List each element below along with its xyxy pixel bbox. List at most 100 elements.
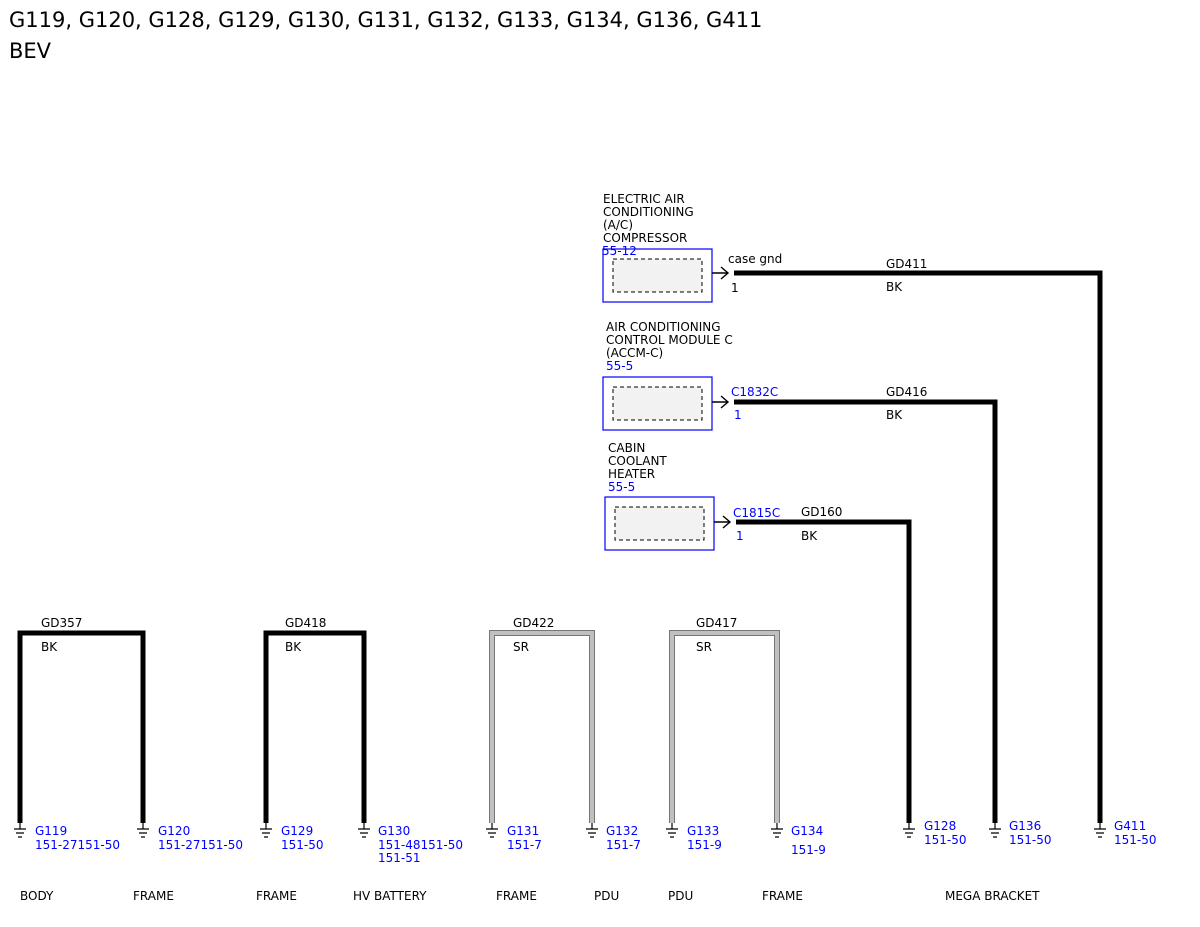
ground-g131: G131 151-7	[486, 823, 542, 852]
ground-icon	[137, 823, 149, 838]
connector-arrow-icon	[712, 266, 730, 280]
component-box[interactable]	[602, 376, 713, 431]
ground-g128: G128 151-50	[903, 819, 967, 847]
circuit-label: GD357	[41, 616, 82, 630]
ground-ref-link[interactable]: 151-7	[507, 838, 542, 852]
ground-id-link[interactable]: G128	[924, 819, 956, 833]
circuit-label: GD417	[696, 616, 737, 630]
wire-color-label: BK	[285, 640, 302, 654]
component-inner-box	[614, 506, 705, 541]
wire-color-label: SR	[513, 640, 529, 654]
component-ref-link[interactable]: 55-12	[602, 244, 637, 258]
ground-g130: G130 151-48151-50 151-51	[358, 823, 463, 865]
component-ref-link[interactable]: 55-5	[606, 359, 633, 373]
ground-id-link[interactable]: G119	[35, 824, 67, 838]
pin-number: 1	[734, 408, 742, 422]
component-name-line: CONDITIONING	[603, 205, 694, 219]
ground-id-link[interactable]: G130	[378, 824, 410, 838]
ground-g132: G132 151-7	[586, 823, 641, 852]
ground-id-link[interactable]: G411	[1114, 819, 1146, 833]
wire-gd357	[17, 630, 146, 823]
circuit-label: GD416	[886, 385, 927, 399]
ground-g134: G134 151-9	[771, 823, 826, 857]
ground-icon	[358, 823, 370, 838]
ground-id-link[interactable]: G133	[687, 824, 719, 838]
wire-gd418	[263, 630, 367, 823]
ground-icon	[771, 823, 783, 838]
component-box[interactable]	[604, 496, 715, 551]
component-accm-c: AIR CONDITIONING CONTROL MODULE C (ACCM-…	[602, 320, 998, 823]
wire-gd416	[734, 399, 998, 823]
ground-ref-link[interactable]: 151-51	[378, 851, 421, 865]
ground-g119: G119 151-27151-50	[14, 823, 120, 852]
location-label: PDU	[594, 889, 619, 903]
ground-icon	[260, 823, 272, 838]
wire-color-label: SR	[696, 640, 712, 654]
ground-g133: G133 151-9	[666, 823, 722, 852]
circuit-label: GD422	[513, 616, 554, 630]
ground-icon	[586, 823, 598, 838]
location-label: FRAME	[133, 889, 174, 903]
wire-gd422-outline	[489, 630, 595, 823]
circuit-label: GD160	[801, 505, 842, 519]
ground-ref-link[interactable]: 151-48151-50	[378, 838, 463, 852]
ground-ref-link[interactable]: 151-50	[1009, 833, 1052, 847]
ground-ref-link[interactable]: 151-27151-50	[35, 838, 120, 852]
wire-gd160	[736, 519, 912, 823]
connector-link[interactable]: C1832C	[731, 385, 778, 399]
ground-icon	[903, 823, 915, 838]
wire-color-label: BK	[886, 280, 903, 294]
pin-number: 1	[731, 281, 739, 295]
ground-id-link[interactable]: G134	[791, 824, 823, 838]
ground-g411: G411 151-50	[1094, 819, 1157, 847]
component-name-line: CONTROL MODULE C	[606, 333, 733, 347]
ground-ref-link[interactable]: 151-9	[687, 838, 722, 852]
ground-id-link[interactable]: G120	[158, 824, 190, 838]
component-box[interactable]	[602, 248, 713, 303]
location-label: HV BATTERY	[353, 889, 427, 903]
wire-gd417	[670, 631, 779, 823]
ground-icon	[14, 823, 26, 838]
ground-ref-link[interactable]: 151-27151-50	[158, 838, 243, 852]
component-name-line: COMPRESSOR	[603, 231, 687, 245]
ground-id-link[interactable]: G132	[606, 824, 638, 838]
ground-g136: G136 151-50	[989, 819, 1052, 847]
connector-label: case gnd	[728, 252, 782, 266]
wire-color-label: BK	[41, 640, 58, 654]
component-name-line: (ACCM-C)	[606, 346, 663, 360]
location-label: FRAME	[256, 889, 297, 903]
component-ref-link[interactable]: 55-5	[608, 480, 635, 494]
ground-ref-link[interactable]: 151-50	[1114, 833, 1157, 847]
component-cabin-coolant-heater: CABIN COOLANT HEATER 55-5 C1815C 1 GD160…	[604, 441, 912, 823]
page-subtitle: BEV	[9, 39, 52, 63]
component-name-line: (A/C)	[603, 218, 633, 232]
ground-ref-link[interactable]: 151-9	[791, 843, 826, 857]
location-label: PDU	[668, 889, 693, 903]
connector-link[interactable]: C1815C	[733, 506, 780, 520]
ground-g120: G120 151-27151-50	[137, 823, 243, 852]
wire-color-label: BK	[801, 529, 818, 543]
ground-ref-link[interactable]: 151-7	[606, 838, 641, 852]
component-name-line: COOLANT	[608, 454, 667, 468]
component-ac-compressor: ELECTRIC AIR CONDITIONING (A/C) COMPRESS…	[602, 192, 1103, 823]
circuit-label: GD418	[285, 616, 326, 630]
ground-ref-link[interactable]: 151-50	[281, 838, 324, 852]
component-name-line: CABIN	[608, 441, 645, 455]
ground-g129: G129 151-50	[260, 823, 324, 852]
ground-icon	[1094, 823, 1106, 838]
location-label: FRAME	[762, 889, 803, 903]
ground-icon	[989, 823, 1001, 838]
ground-id-link[interactable]: G136	[1009, 819, 1041, 833]
page-title: G119, G120, G128, G129, G130, G131, G132…	[9, 8, 763, 32]
ground-id-link[interactable]: G129	[281, 824, 313, 838]
circuit-label: GD411	[886, 257, 927, 271]
location-label: FRAME	[496, 889, 537, 903]
ground-ref-link[interactable]: 151-50	[924, 833, 967, 847]
ground-id-link[interactable]: G131	[507, 824, 539, 838]
wire-gd411	[734, 270, 1103, 823]
component-inner-box	[612, 386, 703, 421]
ground-icon	[666, 823, 678, 838]
location-label: MEGA BRACKET	[945, 889, 1040, 903]
wire-color-label: BK	[886, 408, 903, 422]
